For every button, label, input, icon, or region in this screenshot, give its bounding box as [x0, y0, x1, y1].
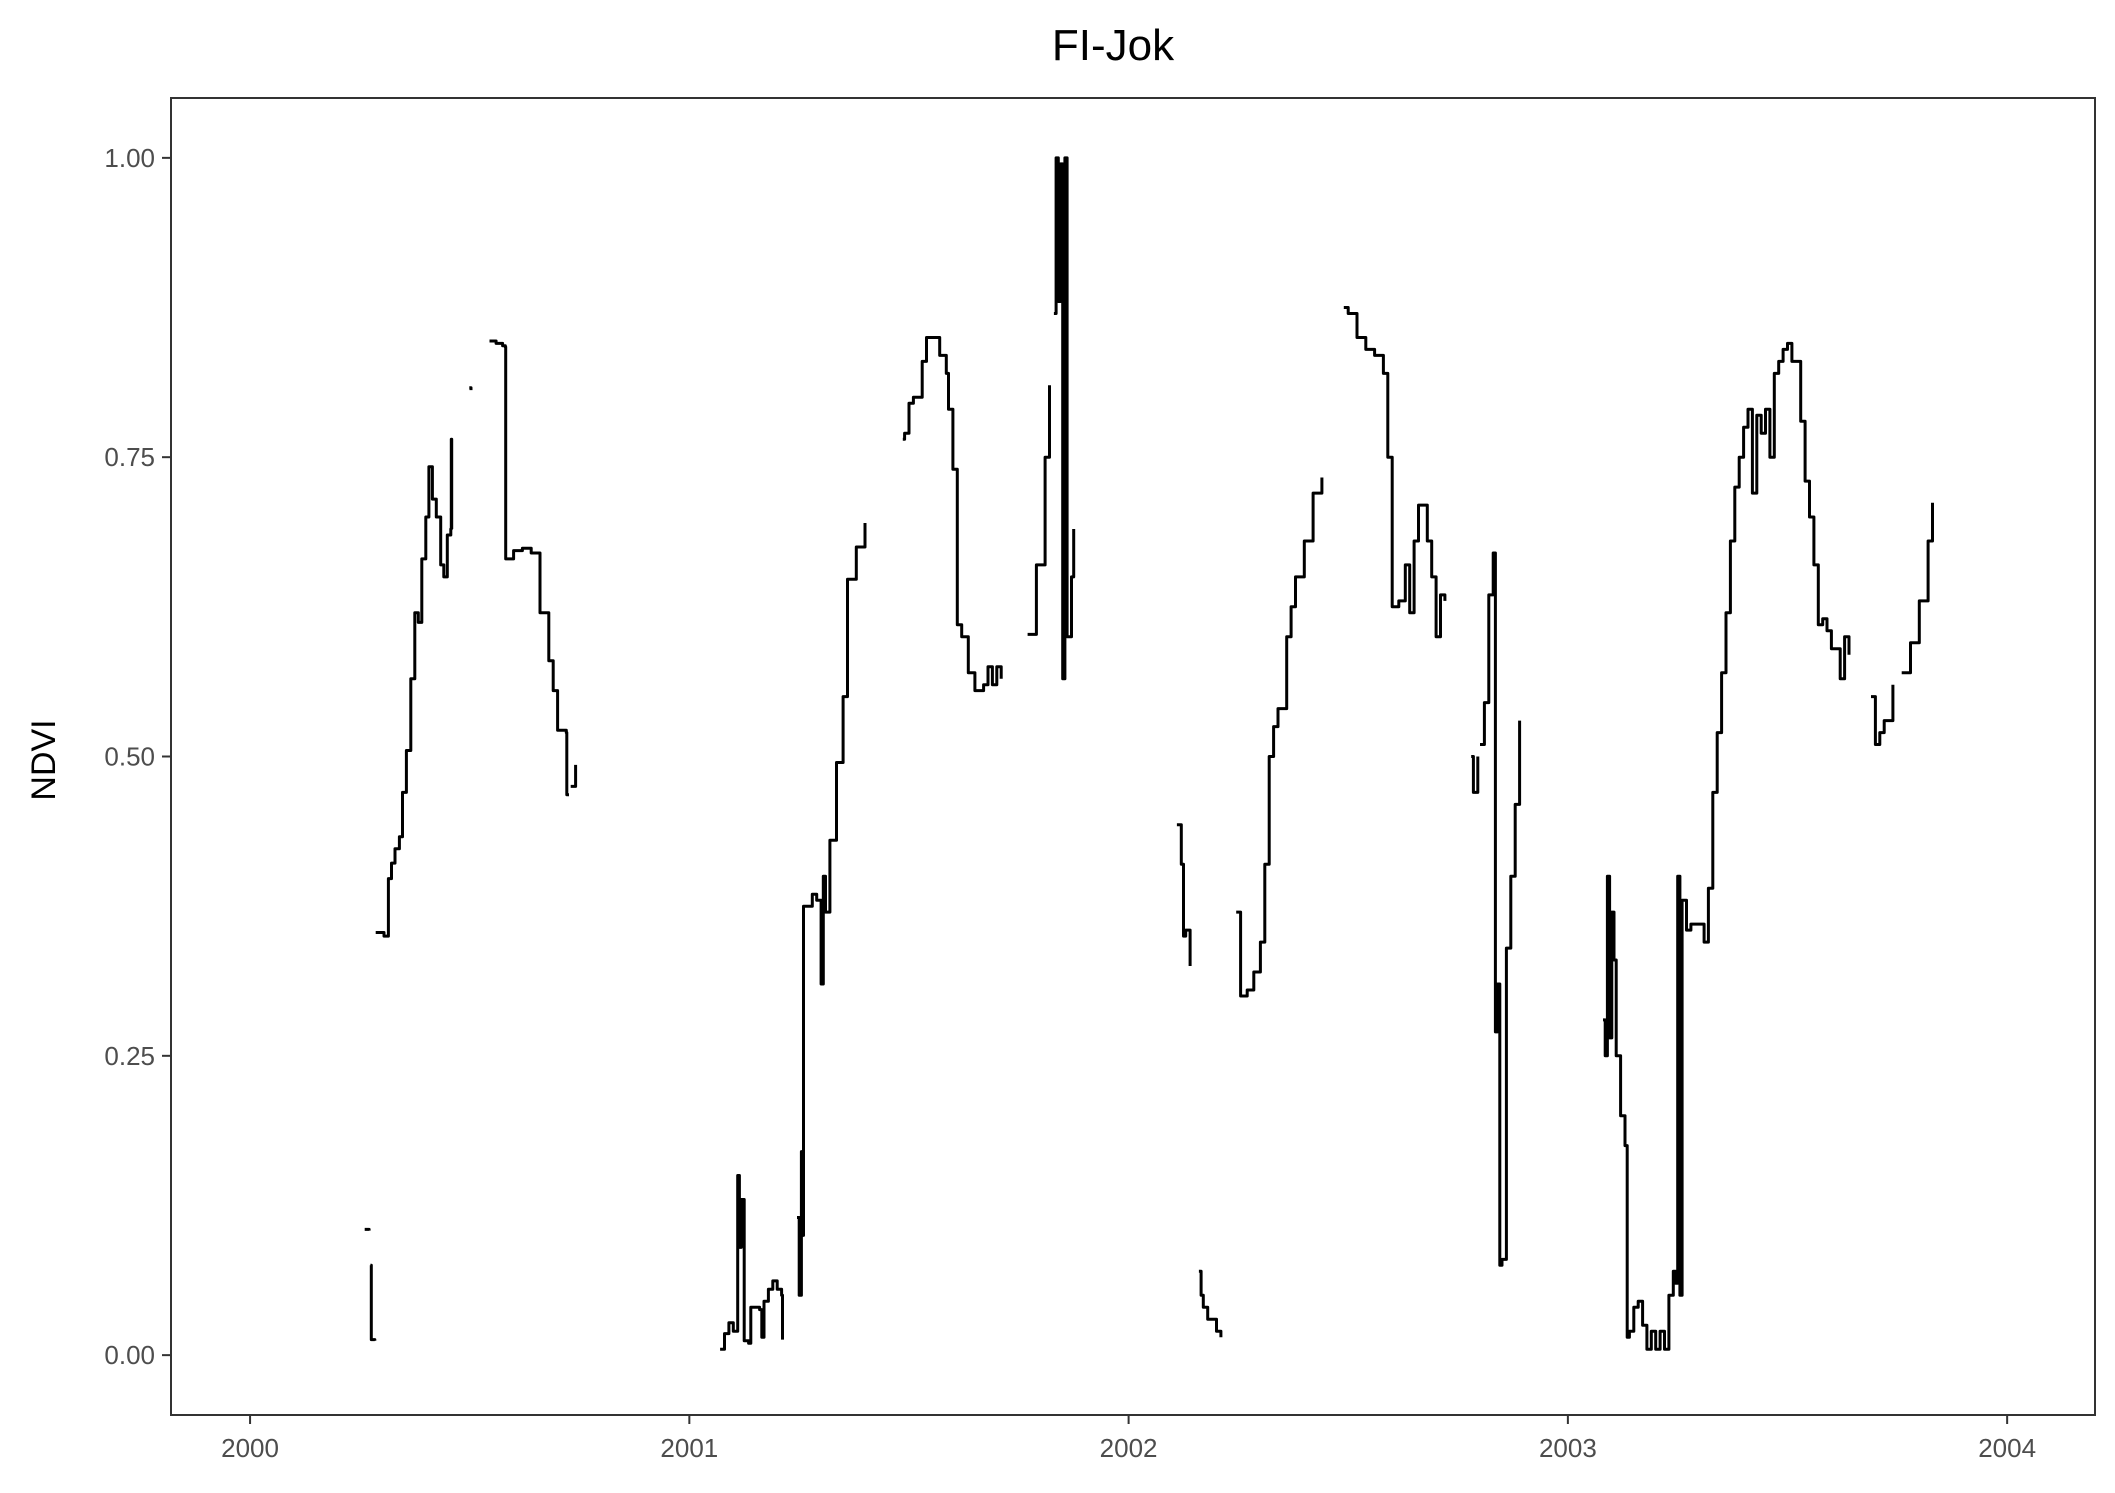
ndvi-line-segment — [797, 523, 867, 1297]
ndvi-series — [364, 156, 1934, 1351]
ndvi-line-segment — [1176, 823, 1192, 966]
ndvi-line-segment — [1901, 502, 1934, 675]
ndvi-line-segment — [1480, 551, 1522, 1267]
y-tick-label: 0.50 — [104, 742, 155, 772]
x-tick-label: 2002 — [1100, 1433, 1158, 1463]
ndvi-line-segment — [1343, 306, 1447, 639]
y-tick-label: 0.25 — [104, 1041, 155, 1071]
chart-title: FI-Jok — [1052, 21, 1175, 70]
x-tick-label: 2003 — [1539, 1433, 1597, 1463]
y-axis-title: NDVI — [25, 719, 63, 800]
y-tick-label: 1.00 — [104, 143, 155, 173]
ndvi-line-segment — [469, 386, 473, 391]
ndvi-line-segment — [1198, 1269, 1223, 1338]
x-tick-label: 2001 — [660, 1433, 718, 1463]
ndvi-line-segment — [369, 1263, 377, 1342]
y-tick-label: 0.75 — [104, 442, 155, 472]
plot-panel-border — [170, 97, 2096, 1416]
x-tick-label: 2000 — [221, 1433, 279, 1463]
x-axis: 2000 2001 2002 2003 2004 — [221, 1415, 2036, 1463]
ndvi-line-segment — [375, 437, 454, 938]
y-axis: 0.00 0.25 0.50 0.75 1.00 — [104, 143, 171, 1370]
y-tick-label: 0.00 — [104, 1340, 155, 1370]
ndvi-line-segment — [1871, 684, 1895, 746]
ndvi-line-segment — [570, 764, 578, 788]
ndvi-line-segment — [1603, 341, 1851, 1351]
ndvi-line-segment — [364, 1227, 371, 1231]
ndvi-line-segment — [1471, 755, 1480, 794]
ndvi-line-segment — [1236, 477, 1324, 998]
ndvi-line-segment — [720, 1174, 784, 1351]
ndvi-line-segment — [1053, 156, 1076, 681]
ndvi-line-segment — [1027, 385, 1051, 636]
ndvi-line-segment — [902, 336, 1003, 693]
x-tick-label: 2004 — [1978, 1433, 2036, 1463]
ndvi-line-segment — [489, 339, 569, 797]
